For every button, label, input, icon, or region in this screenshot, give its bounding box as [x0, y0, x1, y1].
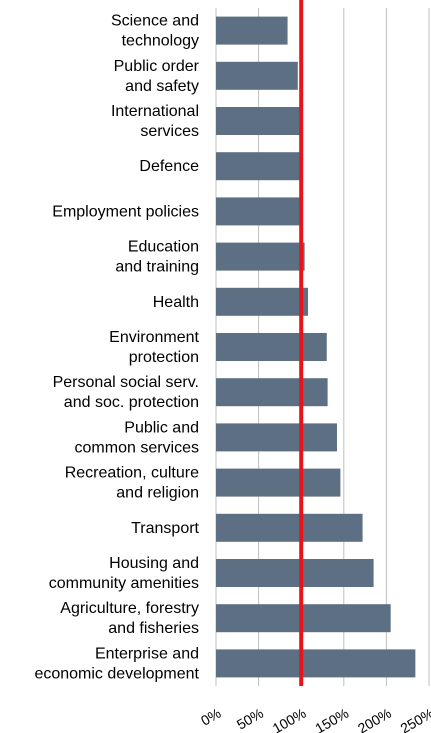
x-tick-labels: 0% 50% 100% 150% 200% 250% — [198, 705, 431, 733]
category-label-13: Agriculture, forestry and fisheries — [60, 600, 199, 637]
category-label-11: Transport — [131, 520, 199, 537]
category-label-6: Health — [153, 294, 199, 311]
bar-11 — [216, 513, 363, 542]
x-tick-label-1: 50% — [234, 705, 266, 733]
category-label-1: Public order and safety — [114, 58, 200, 95]
bar-6 — [216, 287, 309, 316]
category-label-0: Science and technology — [111, 13, 199, 50]
category-label-10: Recreation, culture and religion — [65, 465, 199, 502]
bar-0 — [216, 16, 288, 45]
bar-10 — [216, 468, 341, 497]
bar-12 — [216, 559, 374, 587]
category-label-14: Enterprise and economic development — [34, 645, 199, 682]
x-tick-label-4: 200% — [355, 705, 394, 733]
category-label-9: Public and common services — [75, 419, 199, 456]
bar-14 — [216, 649, 416, 678]
bar-1 — [216, 61, 298, 90]
x-tick-label-0: 0% — [198, 705, 224, 729]
bars — [216, 16, 416, 678]
bar-13 — [216, 604, 391, 633]
bar-5 — [216, 242, 305, 271]
bar-7 — [216, 333, 327, 361]
category-label-12: Housing and community amenities — [49, 555, 199, 592]
category-label-2: International services — [111, 103, 199, 140]
x-tick-label-3: 150% — [312, 705, 351, 733]
category-label-8: Personal social serv. and soc. protection — [53, 374, 199, 411]
x-tick-label-5: 250% — [397, 705, 431, 733]
bar-4 — [216, 197, 303, 226]
x-tick-label-2: 100% — [270, 705, 309, 733]
category-label-7: Environment protection — [109, 329, 199, 366]
bar-9 — [216, 423, 337, 452]
category-label-4: Employment policies — [52, 203, 199, 220]
bar-3 — [216, 152, 302, 181]
bar-8 — [216, 378, 328, 407]
category-label-3: Defence — [139, 158, 199, 175]
category-label-5: Education and training — [115, 239, 199, 276]
bar-2 — [216, 107, 301, 135]
category-labels: Science and technology Public order and saf… — [34, 13, 199, 683]
